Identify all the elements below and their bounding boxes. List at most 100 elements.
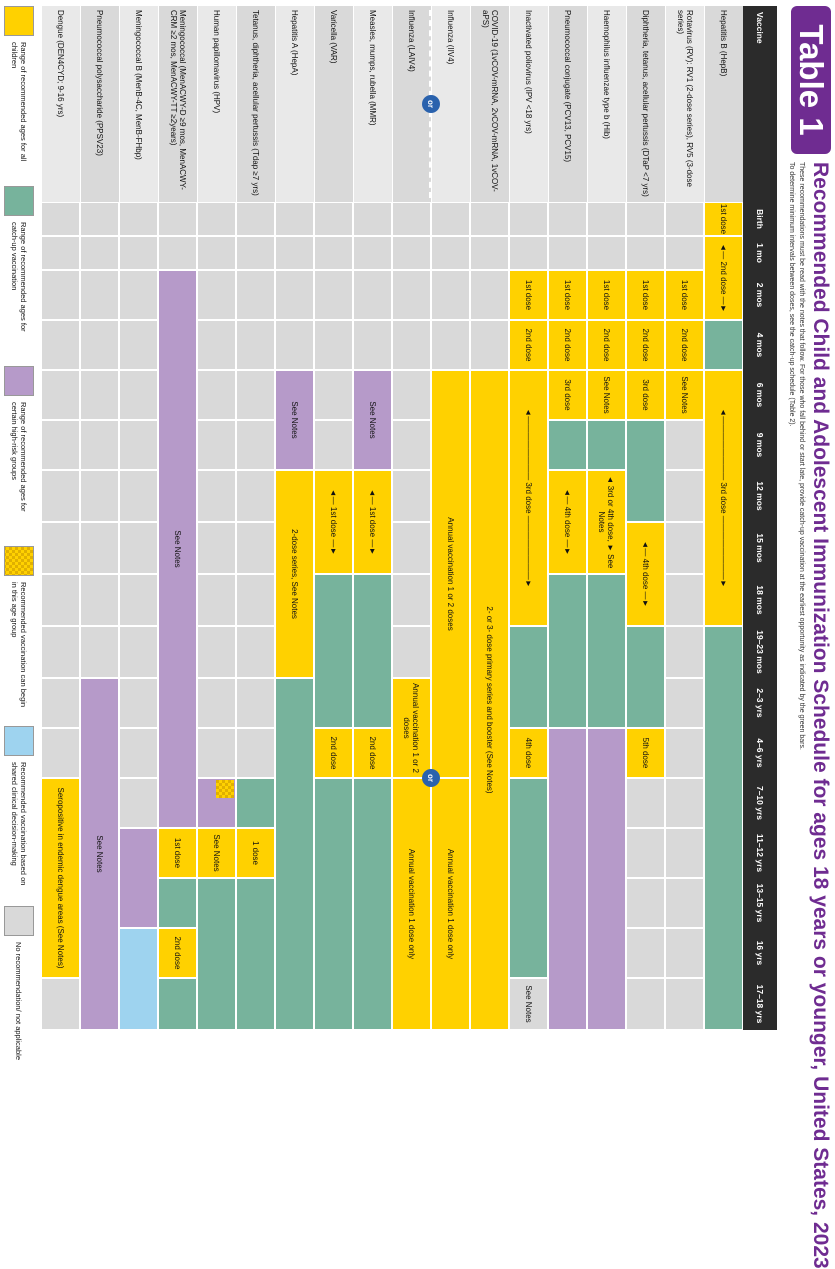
empty-cell: [431, 202, 470, 236]
empty-cell: [41, 320, 80, 370]
subtitle-notes: These recommendations must be read with …: [798, 162, 805, 750]
age-header: 2–3 yrs: [743, 678, 777, 728]
empty-cell: [470, 236, 509, 270]
empty-cell: [626, 828, 665, 878]
empty-cell: [665, 236, 704, 270]
empty-cell: [41, 574, 80, 626]
empty-cell: [626, 878, 665, 928]
schedule-bar: [548, 574, 587, 728]
legend-item: Recommended vaccination based on shared …: [3, 726, 35, 892]
empty-cell: [665, 202, 704, 236]
schedule-bar: See Notes: [665, 370, 704, 420]
legend-label: No recommendation/ not applicable: [14, 942, 24, 1060]
schedule-bar: 1st dose: [548, 270, 587, 320]
empty-cell: [197, 728, 236, 778]
empty-cell: [431, 270, 470, 320]
empty-cell: [392, 236, 431, 270]
empty-cell: [197, 522, 236, 574]
vaccine-name: Human papillomavirus (HPV): [197, 6, 236, 202]
empty-cell: [626, 202, 665, 236]
empty-cell: [119, 626, 158, 678]
vaccine-name: Measles, mumps, rubella (MMR): [353, 6, 392, 202]
empty-cell: [392, 470, 431, 522]
empty-cell: [119, 778, 158, 828]
empty-cell: [314, 236, 353, 270]
schedule-bar: [587, 574, 626, 728]
empty-cell: [80, 522, 119, 574]
empty-cell: [353, 202, 392, 236]
empty-cell: [470, 320, 509, 370]
schedule-bar: 2nd dose: [158, 928, 197, 978]
empty-cell: [392, 626, 431, 678]
empty-cell: [119, 270, 158, 320]
schedule-bar: ◄— 4th dose —►: [548, 470, 587, 574]
empty-cell: [41, 626, 80, 678]
empty-cell: [275, 320, 314, 370]
empty-cell: [587, 236, 626, 270]
empty-cell: [275, 202, 314, 236]
legend-item: Range of recommended ages for all childr…: [3, 6, 35, 172]
empty-cell: [119, 678, 158, 728]
vaccine-name: COVID-19 (1vCOV-mRNA, 2vCOV-mRNA, 1vCOV-…: [470, 6, 509, 202]
empty-cell: [665, 470, 704, 522]
legend-swatch: [4, 366, 34, 396]
empty-cell: [353, 236, 392, 270]
schedule-bar: [158, 978, 197, 1030]
schedule-bar: [548, 728, 587, 1030]
empty-cell: [509, 202, 548, 236]
empty-cell: [80, 626, 119, 678]
schedule-bar: See Notes: [158, 270, 197, 828]
schedule-bar: ◄— 4th dose —►: [626, 522, 665, 626]
empty-cell: [665, 574, 704, 626]
empty-cell: [626, 236, 665, 270]
empty-cell: [80, 236, 119, 270]
empty-cell: [41, 728, 80, 778]
age-header: 4 mos: [743, 320, 777, 370]
schedule-bar: [353, 778, 392, 1030]
empty-cell: [470, 270, 509, 320]
vaccine-name: Hepatitis B (HepB): [704, 6, 743, 202]
legend: Range of recommended ages for all childr…: [3, 6, 35, 1080]
empty-cell: [314, 370, 353, 420]
empty-cell: [41, 270, 80, 320]
legend-label: Range of recommended ages for all childr…: [10, 42, 28, 162]
age-header: 4–6 yrs: [743, 728, 777, 778]
subtitle-intervals: To determine minimum intervals between d…: [788, 162, 795, 427]
empty-cell: [41, 202, 80, 236]
vaccine-name: Pneumococcal polysaccharide (PPSV23): [80, 6, 119, 202]
empty-cell: [236, 420, 275, 470]
empty-cell: [80, 270, 119, 320]
schedule-bar: 2- or 3- dose primary series and booster…: [470, 370, 509, 1030]
empty-cell: [392, 522, 431, 574]
schedule-bar: [236, 878, 275, 1030]
schedule-bar: 1st dose: [509, 270, 548, 320]
schedule-bar: [275, 678, 314, 1030]
empty-cell: [80, 370, 119, 420]
empty-cell: [197, 678, 236, 728]
vaccine-name: Varicella (VAR): [314, 6, 353, 202]
schedule-bar: 3rd dose: [548, 370, 587, 420]
empty-cell: [41, 420, 80, 470]
legend-label: Range of recommended ages for catch-up v…: [10, 222, 28, 332]
empty-cell: [236, 574, 275, 626]
vaccine-name: Haemophilus influenzae type b (Hib): [587, 6, 626, 202]
vaccine-name: Tetanus, diphtheria, acellular pertussis…: [236, 6, 275, 202]
empty-cell: [197, 420, 236, 470]
schedule-bar: [509, 778, 548, 978]
empty-cell: [314, 270, 353, 320]
vaccine-name: Hepatitis A (HepA): [275, 6, 314, 202]
rotated-page: Table 1 Recommended Child and Adolescent…: [3, 6, 832, 1269]
age-header: 1 mo: [743, 236, 777, 270]
schedule-bar: [236, 778, 275, 828]
schedule-bar: [704, 320, 743, 370]
empty-cell: [665, 678, 704, 728]
empty-cell: [41, 370, 80, 420]
empty-cell: [236, 626, 275, 678]
empty-cell: [197, 270, 236, 320]
schedule-bar: 5th dose: [626, 728, 665, 778]
schedule-bar: [587, 420, 626, 470]
empty-cell: [548, 236, 587, 270]
age-header: 2 mos: [743, 270, 777, 320]
empty-cell: [665, 522, 704, 574]
schedule-bar: 2nd dose: [626, 320, 665, 370]
